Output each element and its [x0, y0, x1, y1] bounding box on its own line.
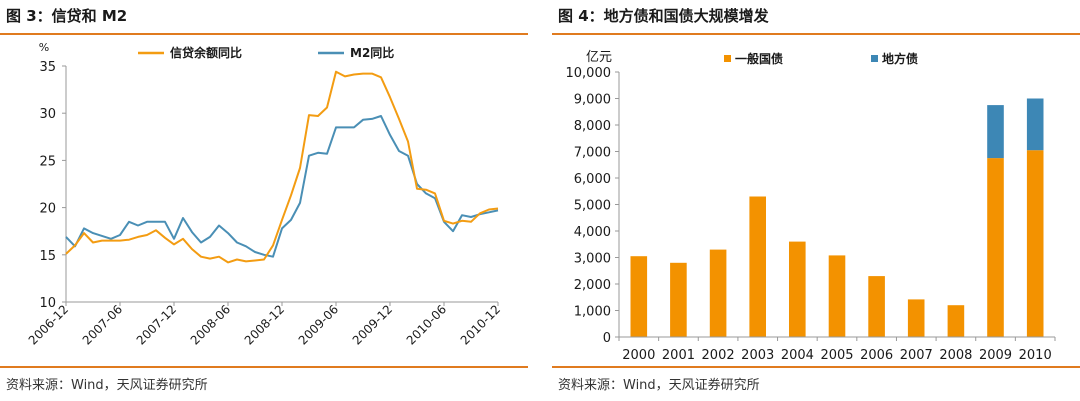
left-bottom-rule [0, 366, 528, 368]
right-title-rule [552, 33, 1080, 35]
right-y-tick-label: 7,000 [574, 146, 611, 161]
right-y-tick-label: 1,000 [574, 305, 611, 320]
right-bar-segment [987, 158, 1004, 337]
left-x-tick-label: 2009-12 [350, 302, 395, 347]
right-y-tick-label: 4,000 [574, 225, 611, 240]
right-y-tick-label: 8,000 [574, 119, 611, 134]
right-x-tick-label: 2007 [900, 348, 933, 363]
right-bar-segment [947, 305, 965, 337]
right-source-note: 资料来源：Wind，天风证券研究所 [558, 378, 760, 393]
left-x-tick-label: 2009-06 [296, 302, 341, 347]
left-y-unit: % [39, 41, 49, 54]
right-y-tick-label: 2,000 [574, 278, 611, 293]
left-series-line [65, 115, 499, 258]
right-bar-segment [907, 299, 925, 337]
left-y-tick-label: 30 [39, 107, 56, 122]
right-legend-swatch [871, 55, 878, 62]
bond-issuance-panel: 图 4：地方债和国债大规模增发 亿元 0 1,000 2,000 3,000 4,000 5… [552, 0, 1080, 401]
left-x-tick-label: 2010-06 [404, 302, 449, 347]
left-series-line [65, 70, 499, 264]
right-bar-segment [987, 105, 1004, 159]
right-y-unit: 亿元 [586, 50, 612, 65]
right-y-tick-label: 10,000 [566, 66, 612, 81]
right-legend-label: 地方债 [882, 51, 918, 66]
right-x-tick-label: 2006 [860, 348, 893, 363]
left-title-rule [0, 33, 528, 35]
right-y-tick-label: 6,000 [574, 172, 611, 187]
right-bar-segment [1026, 98, 1044, 151]
right-x-tick-label: 2008 [939, 348, 972, 363]
right-bar-segment [709, 249, 727, 337]
right-x-tick-label: 2005 [820, 348, 853, 363]
right-y-tick-label: 0 [603, 331, 611, 346]
right-x-tick-label: 2003 [741, 348, 774, 363]
right-x-tick-label: 2002 [702, 348, 735, 363]
right-y-tick-label: 3,000 [574, 252, 611, 267]
left-y-tick-label: 35 [39, 60, 56, 75]
bond-issuance-bar-chart: 亿元 0 1,000 2,000 3,000 4,000 5,000 6,000 7,000 8,… [566, 50, 1056, 363]
right-bar-segment [670, 262, 687, 337]
right-x-tick-label: 2004 [781, 348, 814, 363]
right-x-tick-label: 2009 [979, 348, 1012, 363]
right-bar-segment [749, 196, 766, 337]
right-bar-segment [828, 255, 846, 337]
right-x-tick-label: 2000 [622, 348, 655, 363]
left-x-tick-label: 2008-12 [242, 302, 287, 347]
left-x-tick-label: 2007-06 [80, 302, 125, 347]
left-x-tick-label: 2007-12 [134, 302, 179, 347]
left-x-tick-label: 2010-12 [458, 302, 503, 347]
right-legend-label: 一般国债 [735, 51, 783, 66]
right-bar-segment [630, 256, 648, 337]
left-source-note: 资料来源：Wind，天风证券研究所 [6, 378, 208, 393]
left-legend-label: M2同比 [350, 45, 394, 60]
left-x-tick-label: 2008-06 [188, 302, 233, 347]
right-legend-swatch [724, 55, 731, 62]
left-y-tick-label: 25 [39, 154, 56, 169]
credit-m2-panel: 图 3：信贷和 M2 % 10 15 20 25 30 35 2006-12 2007-06 20… [0, 0, 528, 401]
left-y-tick-label: 20 [39, 202, 56, 217]
right-y-tick-label: 5,000 [574, 199, 611, 214]
left-legend-label: 信贷余额同比 [170, 45, 242, 60]
left-y-tick-label: 15 [39, 249, 56, 264]
right-bottom-rule [552, 366, 1080, 368]
right-x-tick-label: 2001 [662, 348, 695, 363]
right-figure-title: 图 4：地方债和国债大规模增发 [558, 7, 769, 25]
right-bar-segment [868, 276, 885, 337]
right-bar-segment [789, 241, 806, 337]
right-y-tick-label: 9,000 [574, 93, 611, 108]
right-x-tick-label: 2010 [1019, 348, 1052, 363]
right-bar-segment [1026, 150, 1044, 337]
left-y-tick-label: 10 [39, 296, 56, 311]
left-figure-title: 图 3：信贷和 M2 [6, 7, 128, 25]
